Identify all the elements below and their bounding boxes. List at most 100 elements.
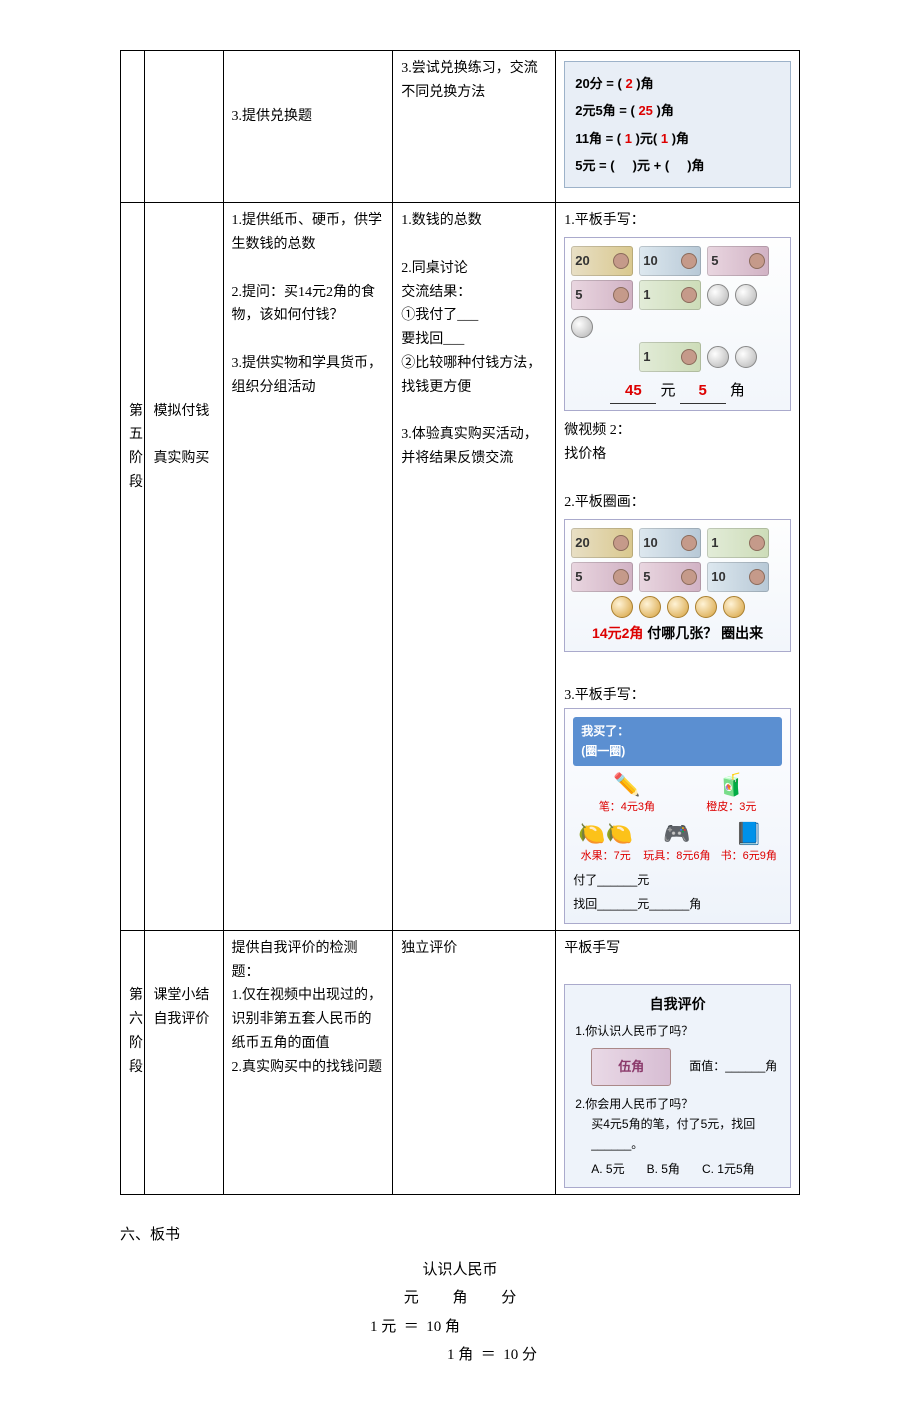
ex-l3-post: )角: [668, 131, 689, 146]
coin-icon: [707, 346, 729, 368]
student-p7: 3.体验真实购买活动，并将结果反馈交流: [401, 423, 547, 471]
teacher-text: 3.提供兑换题: [232, 105, 385, 129]
media-h1: 1.平板手写：: [564, 209, 791, 233]
ex-l4-mid: )元 + (: [629, 158, 673, 173]
self-eval-q2-stem: 买4元5角的笔，付了5元，找回______。: [591, 1114, 780, 1155]
stage-4-teacher-cell: 3.提供兑换题: [223, 51, 393, 203]
student-p5: 要找回___: [401, 328, 547, 352]
stage-6-student-cell: 独立评价: [393, 930, 556, 1194]
ex-l1-val: 2: [625, 76, 632, 91]
conversion-exercise-box: 20分 = ( 2 )角 2元5角 = ( 25 )角 11角 = ( 1 )元…: [564, 61, 791, 188]
board-units: 元 角 分: [120, 1284, 800, 1313]
total-jiao-value: 5: [680, 378, 726, 405]
board-eq1: 1 元 ＝ 10 角: [30, 1313, 800, 1342]
wujiao-bill-icon: 伍角: [591, 1048, 671, 1086]
coin-icon: [735, 346, 757, 368]
shop-item-drink: 🧃 橙皮：3元: [706, 772, 756, 817]
coin-gold-icon: [723, 596, 745, 618]
fruit-label: 水果：7元: [578, 847, 633, 866]
stage-6-title-1: 课堂小结: [153, 984, 214, 1008]
self-eval-q2: 2.你会用人民币了吗？: [575, 1094, 780, 1114]
stage-5-title-cell: 模拟付钱 真实购买: [145, 203, 223, 931]
ex-l4-post: )角: [684, 158, 705, 173]
student-text: 3.尝试兑换练习，交流不同兑换方法: [401, 57, 547, 105]
bill-1-icon: 1: [639, 280, 701, 310]
self-evaluation-panel: 自我评价 1.你认识人民币了吗？ 伍角 面值：______角 2.你会用人民币了…: [564, 984, 791, 1188]
stage-6-label-cell: 第六阶段: [121, 930, 145, 1194]
student-p3: 交流结果：: [401, 281, 547, 305]
stage-5-title-1: 模拟付钱: [153, 400, 214, 424]
stage-4-title-cell: [145, 51, 223, 203]
drink-label: 橙皮：3元: [706, 798, 756, 817]
face-value-label: 面值：______角: [689, 1056, 777, 1076]
stage-6-title-2: 自我评价: [153, 1008, 214, 1032]
yuan-label: 元: [661, 382, 676, 399]
jiao-label: 角: [730, 382, 745, 399]
opt-a: A. 5元: [591, 1159, 624, 1179]
shopping-panel: 我买了： (圈一圈) ✏️ 笔：4元3角 🧃 橙皮：3元 🍋🍋: [564, 708, 791, 924]
stage-6-title-cell: 课堂小结 自我评价: [145, 930, 223, 1194]
money-count-panel: 20 10 5 5 1 1 45 元: [564, 237, 791, 412]
bill-20-icon: 20: [571, 528, 633, 558]
stage-5-title-2: 真实购买: [153, 447, 214, 471]
micro-video-l2: 找价格: [564, 443, 791, 467]
blackboard-section: 六、板书 认识人民币 元 角 分 1 元 ＝ 10 角 1 角 ＝ 10 分: [120, 1221, 800, 1370]
coin-icon: [571, 316, 593, 338]
change-line: 找回______元______角: [573, 894, 782, 914]
toy-icon: 🎮: [643, 821, 710, 847]
bill-10-icon: 10: [639, 246, 701, 276]
ex-l3-v1: 1: [625, 131, 632, 146]
shop-hdr-1: 我买了：: [581, 724, 629, 738]
teacher-p1: 1.提供纸币、硬币，供学生数钱的总数: [232, 209, 385, 257]
stage-4-media-cell: 20分 = ( 2 )角 2元5角 = ( 25 )角 11角 = ( 1 )元…: [556, 51, 800, 203]
ex-l1-post: )角: [633, 76, 654, 91]
circle-caption-black: 付哪几张？ 圈出来: [647, 625, 763, 641]
stage-6-label: 第六阶段: [129, 984, 136, 1079]
stage-5-label-cell: 第五阶段: [121, 203, 145, 931]
total-yuan-value: 45: [610, 378, 656, 405]
micro-video-l1: 微视频 2：: [564, 419, 791, 443]
self-eval-q1: 1.你认识人民币了吗？: [575, 1021, 780, 1041]
stage-6-media-cell: 平板手写 自我评价 1.你认识人民币了吗？ 伍角 面值：______角 2.你会…: [556, 930, 800, 1194]
book-label: 书：6元9角: [721, 847, 777, 866]
shop-item-toy: 🎮 玩具：8元6角: [643, 821, 710, 866]
opt-c: C. 1元5角: [702, 1159, 755, 1179]
toy-label: 玩具：8元6角: [643, 847, 710, 866]
fruit-icon: 🍋🍋: [578, 821, 633, 847]
board-header: 六、板书: [120, 1221, 800, 1250]
shop-item-pen: ✏️ 笔：4元3角: [599, 772, 655, 817]
pay-line: 付了______元: [573, 870, 782, 890]
shop-item-book: 📘 书：6元9角: [721, 821, 777, 866]
circle-caption-red: 14元2角: [592, 625, 647, 641]
bill-10-icon: 10: [639, 528, 701, 558]
ex-l2-post: )角: [653, 103, 674, 118]
student-p2: 2.同桌讨论: [401, 257, 547, 281]
media-h3: 3.平板手写：: [564, 684, 791, 708]
board-eq2: 1 角 ＝ 10 分: [184, 1341, 800, 1370]
bill-5-icon: 5: [707, 246, 769, 276]
self-eval-title: 自我评价: [575, 993, 780, 1017]
coin-gold-icon: [667, 596, 689, 618]
student-p6: ②比较哪种付钱方法，找钱更方便: [401, 352, 547, 400]
drink-icon: 🧃: [706, 772, 756, 798]
ex-l3-v2: 1: [661, 131, 668, 146]
stage-4-row: 3.提供兑换题 3.尝试兑换练习，交流不同兑换方法 20分 = ( 2 )角 2…: [121, 51, 800, 203]
stage-5-row: 第五阶段 模拟付钱 真实购买 1.提供纸币、硬币，供学生数钱的总数 2.提问：买…: [121, 203, 800, 931]
pen-label: 笔：4元3角: [599, 798, 655, 817]
lesson-plan-table: 3.提供兑换题 3.尝试兑换练习，交流不同兑换方法 20分 = ( 2 )角 2…: [120, 50, 800, 1195]
shop-hdr-2: (圈一圈): [581, 744, 625, 758]
stage-5-teacher-cell: 1.提供纸币、硬币，供学生数钱的总数 2.提问：买14元2角的食物，该如何付钱？…: [223, 203, 393, 931]
ex-l3-mid: )元(: [632, 131, 661, 146]
stage-4-student-cell: 3.尝试兑换练习，交流不同兑换方法: [393, 51, 556, 203]
student-p4: ①我付了___: [401, 304, 547, 328]
ex-l2-val: 25: [638, 103, 652, 118]
bill-5-icon: 5: [571, 280, 633, 310]
coin-gold-icon: [695, 596, 717, 618]
bill-10-icon: 10: [707, 562, 769, 592]
teacher-p3: 3.提供实物和学具货币，组织分组活动: [232, 352, 385, 400]
bill-1-icon: 1: [707, 528, 769, 558]
pen-icon: ✏️: [599, 772, 655, 798]
stage-5-student-cell: 1.数钱的总数 2.同桌讨论 交流结果： ①我付了___ 要找回___ ②比较哪…: [393, 203, 556, 931]
bill-5-icon: 5: [639, 562, 701, 592]
stage-4-label-cell: [121, 51, 145, 203]
